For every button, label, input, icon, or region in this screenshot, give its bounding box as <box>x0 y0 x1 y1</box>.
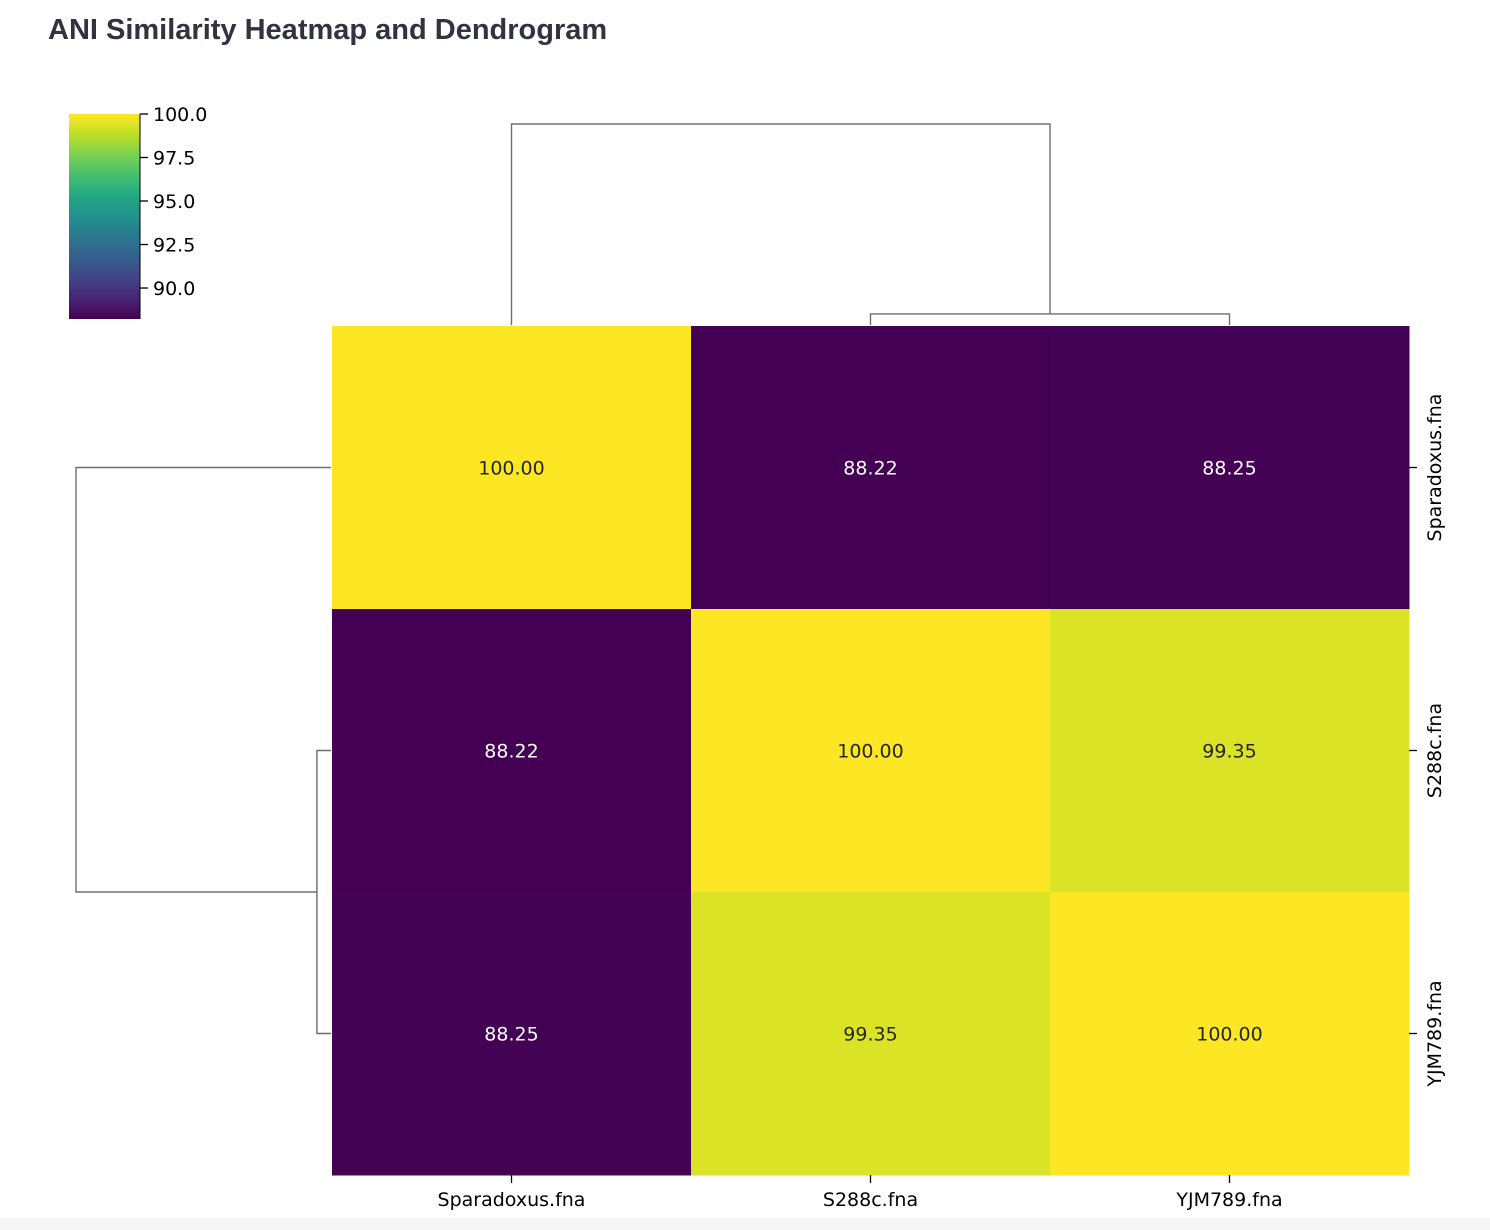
y-tick-label: YJM789.fna <box>1424 980 1446 1087</box>
cell-value-label: 88.22 <box>484 741 538 763</box>
x-tick-label: YJM789.fna <box>1175 1189 1282 1211</box>
heatmap-cell <box>332 326 692 610</box>
row-dendrogram-branch-root <box>75 466 331 893</box>
y-axis: Sparadoxus.fna S288c.fna YJM789.fna <box>1409 394 1446 1088</box>
heatmap-cell <box>691 609 1051 893</box>
x-axis: Sparadoxus.fna S288c.fna YJM789.fna <box>438 1175 1283 1211</box>
page-title: ANI Similarity Heatmap and Dendrogram <box>48 14 608 46</box>
x-tick-label: S288c.fna <box>823 1189 918 1211</box>
colorbar: 100.0 97.5 95.0 92.5 90.0 <box>69 104 207 319</box>
column-dendrogram-branch-inner <box>869 313 1231 325</box>
heatmap-cell <box>691 892 1051 1176</box>
colorbar-tick-label: 100.0 <box>153 104 207 126</box>
cell-value-label: 100.00 <box>478 458 544 480</box>
cell-value-label: 88.25 <box>1202 458 1256 480</box>
colorbar-tick-label: 90.0 <box>153 278 195 300</box>
heatmap-cell <box>1050 892 1410 1176</box>
cell-value-label: 99.35 <box>843 1024 897 1046</box>
heatmap-cell <box>691 326 1051 610</box>
column-dendrogram <box>510 123 1231 325</box>
cell-value-label: 88.25 <box>484 1024 538 1046</box>
heatmap-cell <box>332 892 692 1176</box>
colorbar-tick-label: 92.5 <box>153 235 195 257</box>
colorbar-gradient <box>69 114 140 319</box>
colorbar-tick-label: 97.5 <box>153 148 195 170</box>
cell-value-label: 100.00 <box>1196 1024 1262 1046</box>
heatmap-cell <box>332 609 692 893</box>
page-footer-strip <box>0 1218 1490 1230</box>
y-tick-label: Sparadoxus.fna <box>1424 394 1446 542</box>
heatmap-cell <box>1050 609 1410 893</box>
x-tick-label: Sparadoxus.fna <box>438 1189 586 1211</box>
y-tick-label: S288c.fna <box>1424 703 1446 798</box>
cell-value-label: 99.35 <box>1202 741 1256 763</box>
heatmap-cell <box>1050 326 1410 610</box>
colorbar-tick-label: 95.0 <box>153 191 195 213</box>
row-dendrogram-branch-inner <box>316 749 331 1035</box>
row-dendrogram <box>75 466 331 1035</box>
heatmap: 100.00 88.22 88.25 88.22 100.00 99.35 88.25 99.… <box>332 326 1410 1176</box>
cell-value-label: 88.22 <box>843 458 897 480</box>
column-dendrogram-branch-root <box>510 123 1051 325</box>
cell-value-label: 100.00 <box>837 741 903 763</box>
